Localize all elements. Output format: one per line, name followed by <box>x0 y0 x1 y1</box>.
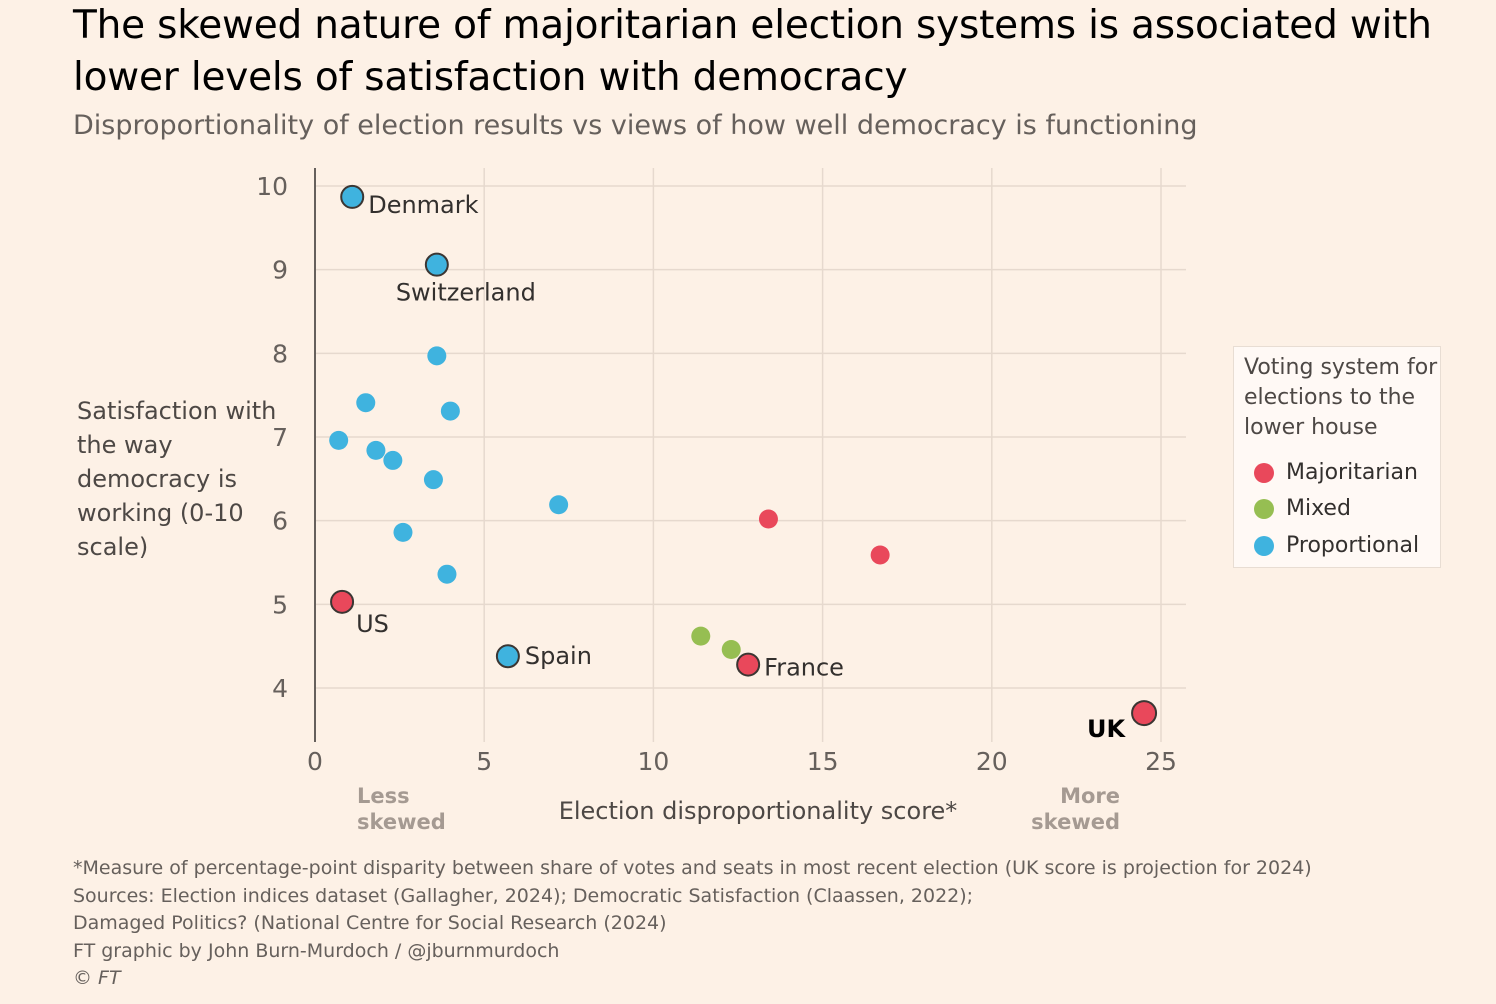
x-tick-label: 10 <box>637 747 669 776</box>
point-label-denmark: Denmark <box>368 191 478 219</box>
point-label-spain: Spain <box>525 642 592 670</box>
x-end-label-less: skewed <box>357 810 446 834</box>
point-proportional <box>383 450 403 470</box>
point-label-us: US <box>356 610 389 638</box>
point-majoritarian-us <box>330 589 355 614</box>
point-mixed <box>691 626 711 646</box>
point-proportional <box>549 495 569 515</box>
legend-label-majoritarian: Majoritarian <box>1286 460 1418 485</box>
legend: Voting system for elections to the lower… <box>1233 346 1441 568</box>
point-proportional <box>437 564 457 584</box>
chart-subtitle: Disproportionality of election results v… <box>73 110 1198 141</box>
legend-title: Voting system for elections to the lower… <box>1244 355 1438 440</box>
point-majoritarian-france <box>736 652 761 677</box>
point-majoritarian <box>870 545 890 565</box>
y-tick-label: 5 <box>272 590 288 619</box>
legend-swatch-proportional <box>1254 536 1274 556</box>
point-label-france: France <box>764 654 844 682</box>
point-majoritarian <box>758 509 778 529</box>
footer: *Measure of percentage-point disparity b… <box>73 855 1312 993</box>
x-tick-label: 5 <box>476 747 492 776</box>
point-proportional <box>423 470 443 490</box>
legend-label-proportional: Proportional <box>1286 533 1420 558</box>
y-axis-label: Satisfaction with the way democracy is w… <box>77 397 277 561</box>
point-proportional-denmark <box>340 184 365 209</box>
legend-swatch-majoritarian <box>1254 463 1274 483</box>
point-proportional <box>427 346 447 366</box>
y-tick-label: 7 <box>272 423 288 452</box>
y-tick-label: 8 <box>272 339 288 368</box>
point-proportional-spain <box>495 644 520 669</box>
x-tick-label: 0 <box>307 747 323 776</box>
point-proportional <box>329 430 349 450</box>
point-proportional <box>393 522 413 542</box>
y-tick-label: 4 <box>272 674 288 703</box>
point-label-switzerland: Switzerland <box>396 279 536 307</box>
x-axis-label: Election disproportionality score* <box>559 797 958 825</box>
legend-label-mixed: Mixed <box>1286 496 1351 521</box>
point-label-uk: UK <box>1087 715 1126 743</box>
point-proportional <box>366 440 386 460</box>
point-proportional <box>356 393 376 413</box>
sources-line-2: Damaged Politics? (National Centre for S… <box>73 912 667 934</box>
y-tick-label: 6 <box>272 507 288 536</box>
legend-swatch-mixed <box>1254 499 1274 519</box>
x-end-label-more: skewed <box>1031 810 1120 834</box>
x-end-label-more: More <box>1060 784 1120 808</box>
x-tick-label: 15 <box>807 747 839 776</box>
point-majoritarian-uk <box>1131 700 1158 727</box>
point-proportional-switzerland <box>424 252 449 277</box>
footnote: *Measure of percentage-point disparity b… <box>73 857 1312 879</box>
sources-line-1: Sources: Election indices dataset (Galla… <box>73 884 974 907</box>
point-mixed <box>721 640 741 660</box>
chart-title: The skewed nature of majoritarian electi… <box>73 3 1432 100</box>
point-proportional <box>440 401 460 421</box>
y-tick-label: 10 <box>256 172 288 201</box>
x-tick-label: 20 <box>976 747 1008 776</box>
y-tick-label: 9 <box>272 256 288 285</box>
x-end-label-less: Less <box>357 784 410 808</box>
copyright: © FT <box>73 967 121 989</box>
x-tick-label: 25 <box>1145 747 1177 776</box>
graphic-credit: FT graphic by John Burn-Murdoch / @jburn… <box>73 939 560 962</box>
